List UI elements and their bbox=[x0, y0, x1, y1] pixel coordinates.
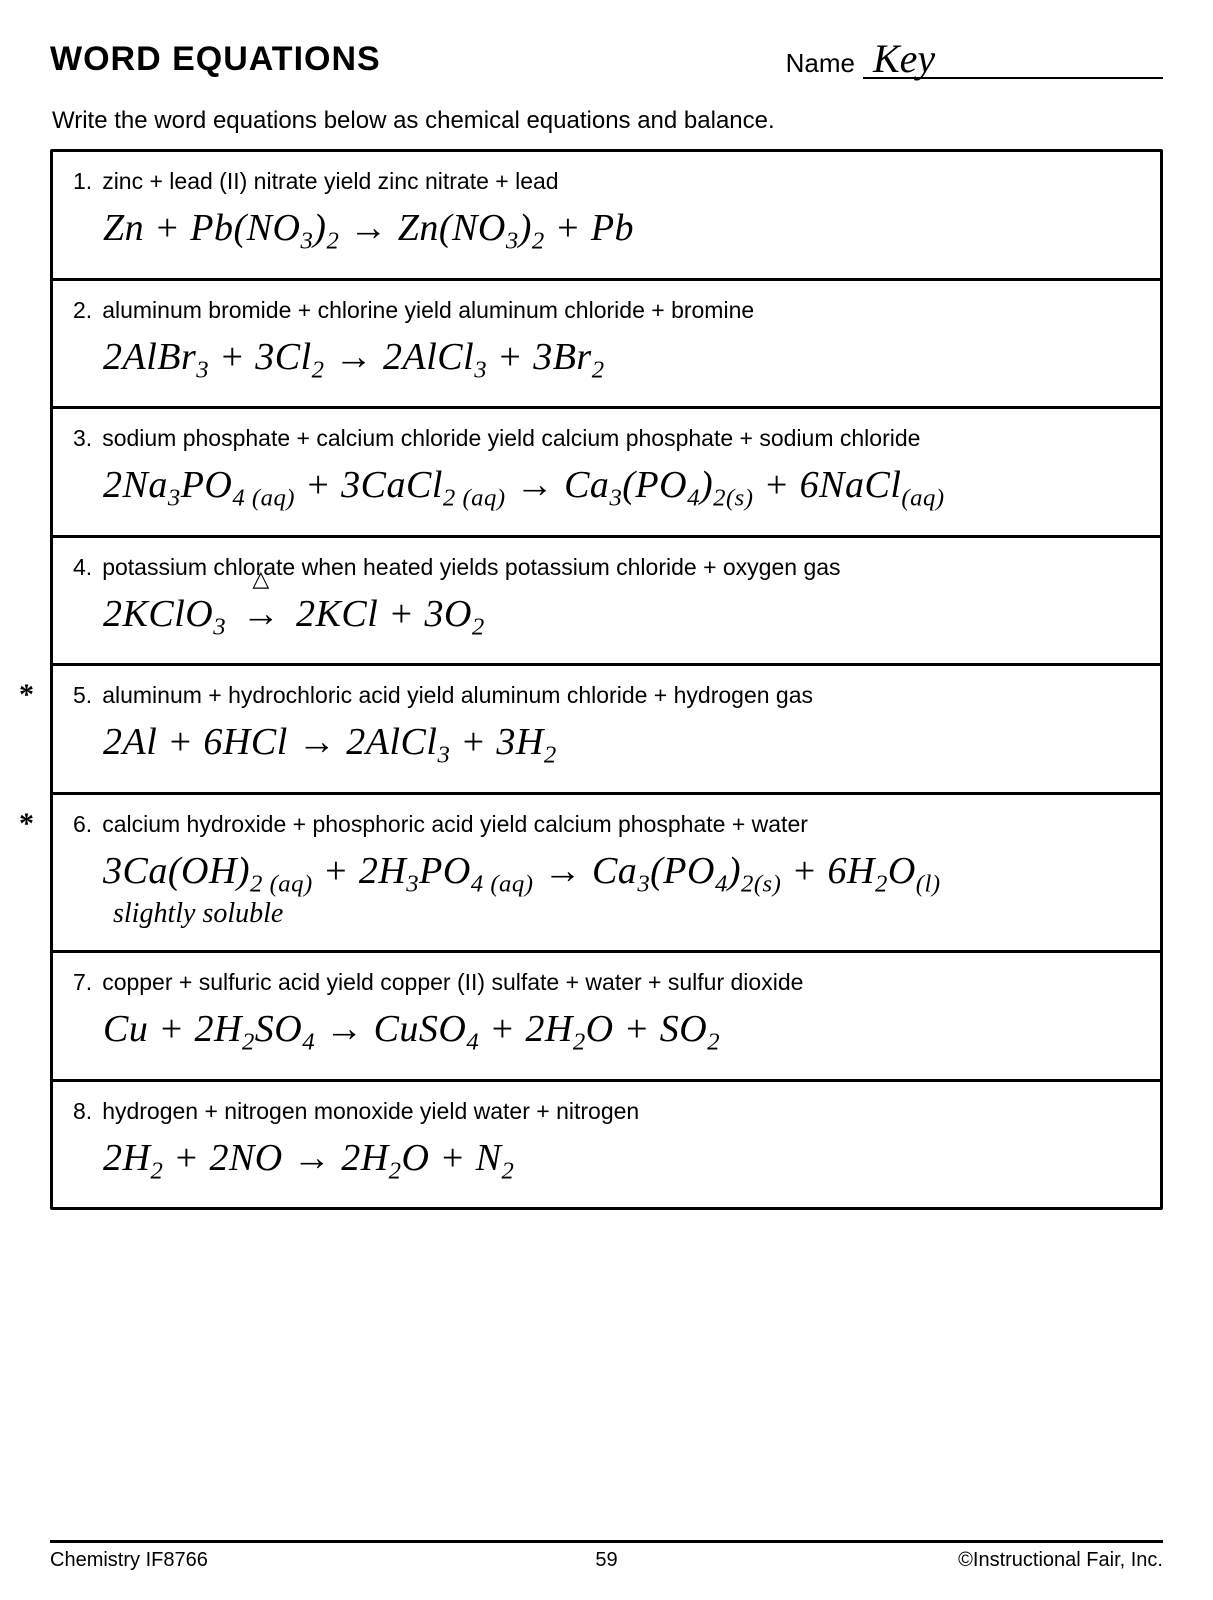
problem-prompt: 2. aluminum bromide + chlorine yield alum… bbox=[73, 295, 1142, 326]
problem-1: 1. zinc + lead (II) nitrate yield zinc ni… bbox=[53, 152, 1160, 281]
problem-7: 7. copper + sulfuric acid yield copper (I… bbox=[53, 953, 1160, 1082]
problem-6: *6.calcium hydroxide + phosphoric acid y… bbox=[53, 795, 1160, 954]
problem-number: 6. bbox=[73, 811, 92, 837]
problem-answer: 2KClO3 → 2KCl + 3O2 bbox=[73, 591, 1142, 643]
problem-8: 8. hydrogen + nitrogen monoxide yield wat… bbox=[53, 1082, 1160, 1208]
problem-2: 2. aluminum bromide + chlorine yield alum… bbox=[53, 281, 1160, 410]
problem-prompt: 7. copper + sulfuric acid yield copper (I… bbox=[73, 967, 1142, 998]
problem-number: 3. bbox=[73, 425, 92, 451]
problems-container: 1. zinc + lead (II) nitrate yield zinc ni… bbox=[50, 149, 1163, 1210]
problem-prompt: 3. sodium phosphate + calcium chloride yi… bbox=[73, 423, 1142, 454]
problem-answer: 2H2 + 2NO → 2H2O + N2 bbox=[73, 1135, 1142, 1187]
problem-note: slightly soluble bbox=[73, 898, 1142, 930]
name-line: Key bbox=[863, 49, 1163, 79]
problem-prompt: 5. aluminum + hydrochloric acid yield alu… bbox=[73, 680, 1142, 711]
problem-answer: Cu + 2H2SO4 → CuSO4 + 2H2O + SO2 bbox=[73, 1006, 1142, 1058]
problem-3: 3. sodium phosphate + calcium chloride yi… bbox=[53, 409, 1160, 538]
footer-right: ©Instructional Fair, Inc. bbox=[958, 1549, 1163, 1572]
name-label: Name bbox=[786, 48, 855, 79]
problem-prompt: 4. potassium chlorate when heated yields … bbox=[73, 552, 1142, 583]
problem-text: calcium hydroxide + phosphoric acid yiel… bbox=[102, 811, 808, 837]
problem-prompt: 1. zinc + lead (II) nitrate yield zinc ni… bbox=[73, 166, 1142, 197]
problem-number: 8. bbox=[73, 1098, 92, 1124]
problem-answer: 2AlBr3 + 3Cl2 → 2AlCl3 + 3Br2 bbox=[73, 334, 1142, 386]
footer-left: Chemistry IF8766 bbox=[50, 1549, 208, 1572]
problem-number: 5. bbox=[73, 682, 92, 708]
name-field: Name Key bbox=[786, 48, 1163, 79]
problem-text: zinc + lead (II) nitrate yield zinc nitr… bbox=[102, 168, 558, 194]
problem-answer: 2Na3PO4 (aq) + 3CaCl2 (aq) → Ca3(PO4)2(s… bbox=[73, 462, 1142, 514]
star-marker: * bbox=[19, 678, 34, 712]
problem-text: potassium chlorate when heated yields po… bbox=[102, 554, 840, 580]
star-marker: * bbox=[19, 807, 34, 841]
problem-answer: 3Ca(OH)2 (aq) + 2H3PO4 (aq) → Ca3(PO4)2(… bbox=[73, 848, 1142, 900]
problem-number: 7. bbox=[73, 969, 92, 995]
problem-text: sodium phosphate + calcium chloride yiel… bbox=[102, 425, 920, 451]
footer: Chemistry IF8766 59 ©Instructional Fair,… bbox=[50, 1540, 1163, 1572]
instructions: Write the word equations below as chemic… bbox=[52, 107, 1163, 135]
header: WORD EQUATIONS Name Key bbox=[50, 40, 1163, 79]
problem-number: 2. bbox=[73, 297, 92, 323]
problem-5: *5.aluminum + hydrochloric acid yield al… bbox=[53, 666, 1160, 795]
footer-page: 59 bbox=[595, 1549, 617, 1572]
problem-number: 1. bbox=[73, 168, 92, 194]
problem-prompt: 6. calcium hydroxide + phosphoric acid yi… bbox=[73, 809, 1142, 840]
problem-text: hydrogen + nitrogen monoxide yield water… bbox=[102, 1098, 639, 1124]
problem-number: 4. bbox=[73, 554, 92, 580]
problem-answer: Zn + Pb(NO3)2 → Zn(NO3)2 + Pb bbox=[73, 205, 1142, 257]
problem-text: aluminum + hydrochloric acid yield alumi… bbox=[102, 682, 813, 708]
name-value: Key bbox=[873, 35, 935, 82]
page-title: WORD EQUATIONS bbox=[50, 40, 381, 79]
problem-prompt: 8. hydrogen + nitrogen monoxide yield wat… bbox=[73, 1096, 1142, 1127]
problem-4: 4. potassium chlorate when heated yields … bbox=[53, 538, 1160, 667]
problem-text: aluminum bromide + chlorine yield alumin… bbox=[102, 297, 754, 323]
problem-text: copper + sulfuric acid yield copper (II)… bbox=[102, 969, 803, 995]
problem-answer: 2Al + 6HCl → 2AlCl3 + 3H2 bbox=[73, 719, 1142, 771]
